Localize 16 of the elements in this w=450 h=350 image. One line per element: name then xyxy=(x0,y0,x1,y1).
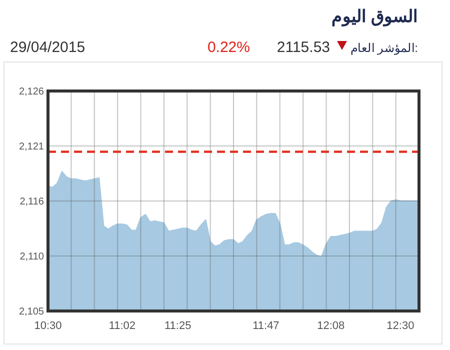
text: 2115.53 xyxy=(276,39,330,56)
y-tick-label: 2,126 xyxy=(18,86,44,98)
text: المؤشر العام: xyxy=(350,41,418,55)
text: 29/04/2015 xyxy=(10,39,86,56)
chart-title: السوق اليوم xyxy=(331,7,418,27)
y-tick-label: 2,121 xyxy=(18,142,44,152)
y-tick-label: 2,105 xyxy=(18,306,44,318)
x-tick-label: 12:08 xyxy=(317,320,345,332)
text: 0.22% xyxy=(207,39,250,56)
x-tick-label: 11:02 xyxy=(108,320,136,332)
x-tick-label: 11:25 xyxy=(164,320,192,332)
y-tick-label: 2,110 xyxy=(20,252,44,262)
x-tick-label: 11:47 xyxy=(252,320,280,332)
x-tick-label: 10:30 xyxy=(34,320,62,332)
y-tick-label: 2,116 xyxy=(20,196,44,208)
x-tick-label: 12:30 xyxy=(386,320,414,332)
